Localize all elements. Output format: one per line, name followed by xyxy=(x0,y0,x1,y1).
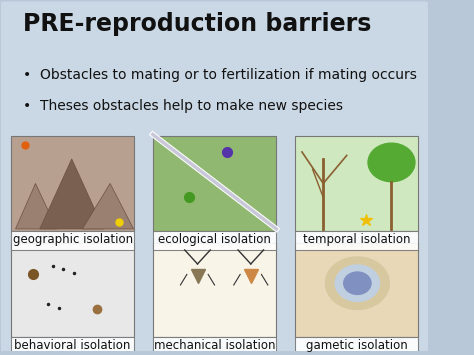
FancyBboxPatch shape xyxy=(11,231,135,250)
FancyBboxPatch shape xyxy=(153,136,276,231)
FancyBboxPatch shape xyxy=(153,231,276,250)
Circle shape xyxy=(368,143,415,182)
Circle shape xyxy=(335,265,380,301)
Text: mechanical isolation: mechanical isolation xyxy=(154,339,275,353)
Circle shape xyxy=(344,272,371,294)
FancyBboxPatch shape xyxy=(295,136,419,231)
Text: geographic isolation: geographic isolation xyxy=(12,233,133,246)
FancyBboxPatch shape xyxy=(11,136,135,231)
FancyBboxPatch shape xyxy=(153,243,276,338)
FancyBboxPatch shape xyxy=(153,338,276,355)
FancyBboxPatch shape xyxy=(11,338,135,355)
Text: gametic isolation: gametic isolation xyxy=(306,339,407,353)
FancyBboxPatch shape xyxy=(295,243,419,338)
Text: temporal isolation: temporal isolation xyxy=(303,233,410,246)
Text: PRE-reproduction barriers: PRE-reproduction barriers xyxy=(23,12,371,36)
Text: •  Theses obstacles help to make new species: • Theses obstacles help to make new spec… xyxy=(23,99,343,113)
Polygon shape xyxy=(40,159,104,229)
Polygon shape xyxy=(82,184,134,229)
Text: ecological isolation: ecological isolation xyxy=(158,233,271,246)
FancyBboxPatch shape xyxy=(11,243,135,338)
Circle shape xyxy=(325,257,389,310)
FancyBboxPatch shape xyxy=(295,338,419,355)
FancyBboxPatch shape xyxy=(295,231,419,250)
Text: behavioral isolation: behavioral isolation xyxy=(14,339,131,353)
Text: •  Obstacles to mating or to fertilization if mating occurs: • Obstacles to mating or to fertilizatio… xyxy=(23,68,417,82)
Polygon shape xyxy=(16,184,57,229)
FancyBboxPatch shape xyxy=(0,1,432,355)
